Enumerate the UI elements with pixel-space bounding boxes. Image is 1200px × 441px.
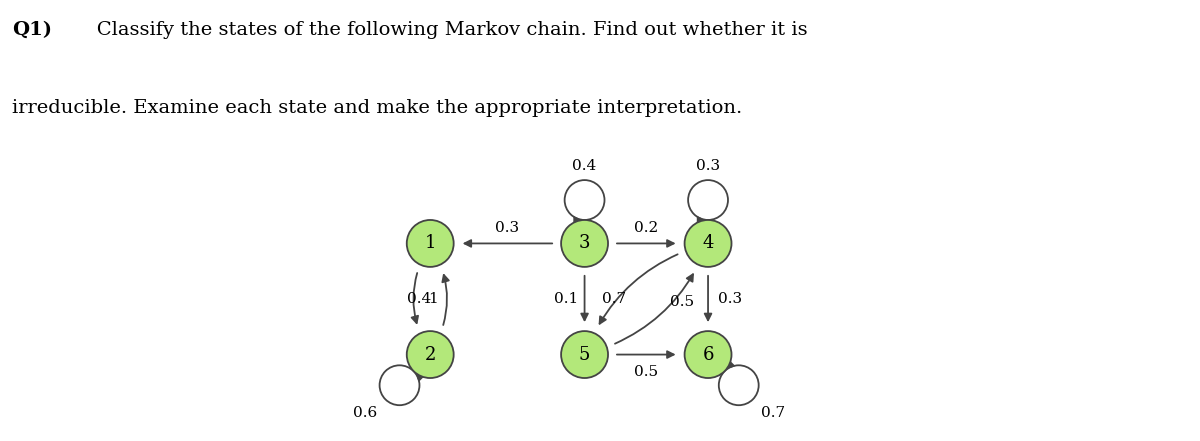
- Circle shape: [407, 331, 454, 378]
- Text: 1: 1: [428, 292, 438, 306]
- Text: 0.4: 0.4: [407, 292, 431, 306]
- Text: 5: 5: [578, 346, 590, 363]
- Text: 0.7: 0.7: [602, 292, 626, 306]
- Text: 1: 1: [425, 235, 436, 252]
- Text: 0.3: 0.3: [718, 292, 742, 306]
- Text: 0.3: 0.3: [496, 221, 520, 235]
- Text: 0.5: 0.5: [670, 295, 694, 309]
- FancyArrowPatch shape: [704, 276, 712, 320]
- Text: 3: 3: [578, 235, 590, 252]
- Text: 0.2: 0.2: [634, 221, 659, 235]
- Text: 6: 6: [702, 346, 714, 363]
- Text: 4: 4: [702, 235, 714, 252]
- Text: 0.3: 0.3: [696, 159, 720, 173]
- Text: irreducible. Examine each state and make the appropriate interpretation.: irreducible. Examine each state and make…: [12, 99, 743, 117]
- Circle shape: [684, 220, 732, 267]
- FancyArrowPatch shape: [581, 276, 588, 320]
- Text: 0.5: 0.5: [635, 365, 659, 379]
- Circle shape: [562, 331, 608, 378]
- FancyArrowPatch shape: [617, 351, 673, 358]
- Text: 0.6: 0.6: [354, 406, 378, 420]
- Text: 0.1: 0.1: [554, 292, 578, 306]
- Circle shape: [684, 331, 732, 378]
- Text: 2: 2: [425, 346, 436, 363]
- Text: Classify the states of the following Markov chain. Find out whether it is: Classify the states of the following Mar…: [78, 21, 808, 39]
- Circle shape: [562, 220, 608, 267]
- FancyArrowPatch shape: [600, 254, 678, 324]
- FancyArrowPatch shape: [412, 273, 418, 323]
- FancyArrowPatch shape: [464, 240, 552, 247]
- FancyArrowPatch shape: [617, 240, 673, 247]
- Text: 0.7: 0.7: [761, 406, 785, 420]
- Circle shape: [407, 220, 454, 267]
- Text: Q1): Q1): [12, 21, 52, 39]
- FancyArrowPatch shape: [443, 275, 449, 325]
- Text: 0.4: 0.4: [572, 159, 596, 173]
- FancyArrowPatch shape: [614, 274, 694, 344]
